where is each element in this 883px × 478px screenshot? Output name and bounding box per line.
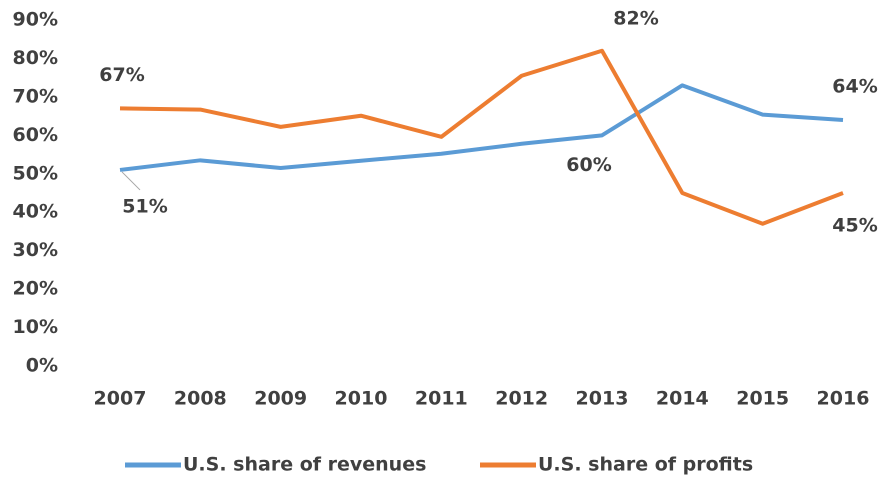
y-tick-label: 60% (13, 124, 58, 146)
x-tick-label: 2010 (335, 388, 388, 410)
y-tick-label: 30% (13, 239, 58, 261)
x-tick-label: 2011 (415, 388, 468, 410)
data-label: 60% (566, 154, 611, 176)
y-tick-label: 90% (13, 9, 58, 31)
y-tick-label: 0% (26, 355, 58, 377)
x-tick-label: 2008 (174, 388, 227, 410)
data-label: 45% (832, 215, 877, 237)
y-tick-label: 10% (13, 316, 58, 338)
y-tick-label: 70% (13, 85, 58, 107)
y-tick-label: 80% (13, 47, 58, 69)
leader-line (121, 171, 141, 191)
x-tick-label: 2015 (736, 388, 789, 410)
x-tick-label: 2009 (254, 388, 307, 410)
x-tick-label: 2012 (495, 388, 548, 410)
data-label: 82% (613, 7, 658, 29)
y-tick-label: 50% (13, 162, 58, 184)
y-tick-label: 40% (13, 201, 58, 223)
series-line (119, 48, 844, 226)
legend-label: U.S. share of profits (538, 454, 753, 476)
series-line (119, 83, 844, 172)
data-label: 64% (832, 75, 877, 97)
x-tick-label: 2007 (94, 388, 147, 410)
legend-label: U.S. share of revenues (183, 454, 426, 476)
y-tick-label: 20% (13, 278, 58, 300)
data-label: 51% (122, 195, 167, 217)
x-tick-label: 2016 (817, 388, 870, 410)
data-label: 67% (99, 64, 144, 86)
x-tick-label: 2014 (656, 388, 709, 410)
x-tick-label: 2013 (576, 388, 629, 410)
